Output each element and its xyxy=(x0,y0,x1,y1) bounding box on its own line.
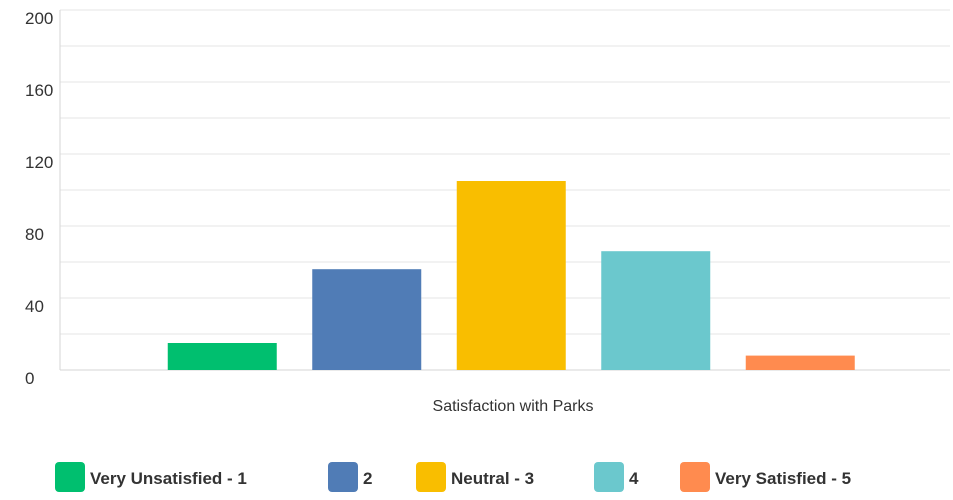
bar-2[interactable] xyxy=(312,269,422,370)
legend-item[interactable]: Very Satisfied - 5 xyxy=(680,462,851,492)
legend-label: Very Unsatisfied - 1 xyxy=(90,469,247,488)
bars xyxy=(167,181,855,370)
y-tick-label: 120 xyxy=(25,153,53,172)
legend-swatch xyxy=(55,462,85,492)
x-axis-label: Satisfaction with Parks xyxy=(433,398,594,415)
y-tick-label: 160 xyxy=(25,81,53,100)
legend-label: Very Satisfied - 5 xyxy=(715,469,851,488)
bar-3[interactable] xyxy=(456,181,566,370)
y-tick-label: 40 xyxy=(25,297,44,316)
y-tick-label: 200 xyxy=(25,9,53,28)
y-axis-ticks: 0 40 80 120 160 200 xyxy=(25,9,53,388)
legend-item[interactable]: Neutral - 3 xyxy=(416,462,534,492)
legend-label: 4 xyxy=(629,469,639,488)
legend: Very Unsatisfied - 1 2 Neutral - 3 4 Very Sa… xyxy=(55,462,851,492)
legend-item[interactable]: 4 xyxy=(594,462,639,492)
legend-swatch xyxy=(594,462,624,492)
bar-1[interactable] xyxy=(167,343,277,370)
y-tick-label: 0 xyxy=(25,369,34,388)
legend-label: Neutral - 3 xyxy=(451,469,534,488)
bar-5[interactable] xyxy=(745,355,855,370)
legend-swatch xyxy=(416,462,446,492)
y-tick-label: 80 xyxy=(25,225,44,244)
legend-swatch xyxy=(328,462,358,492)
legend-item[interactable]: 2 xyxy=(328,462,372,492)
legend-item[interactable]: Very Unsatisfied - 1 xyxy=(55,462,247,492)
bar-4[interactable] xyxy=(601,251,711,370)
legend-label: 2 xyxy=(363,469,372,488)
legend-swatch xyxy=(680,462,710,492)
